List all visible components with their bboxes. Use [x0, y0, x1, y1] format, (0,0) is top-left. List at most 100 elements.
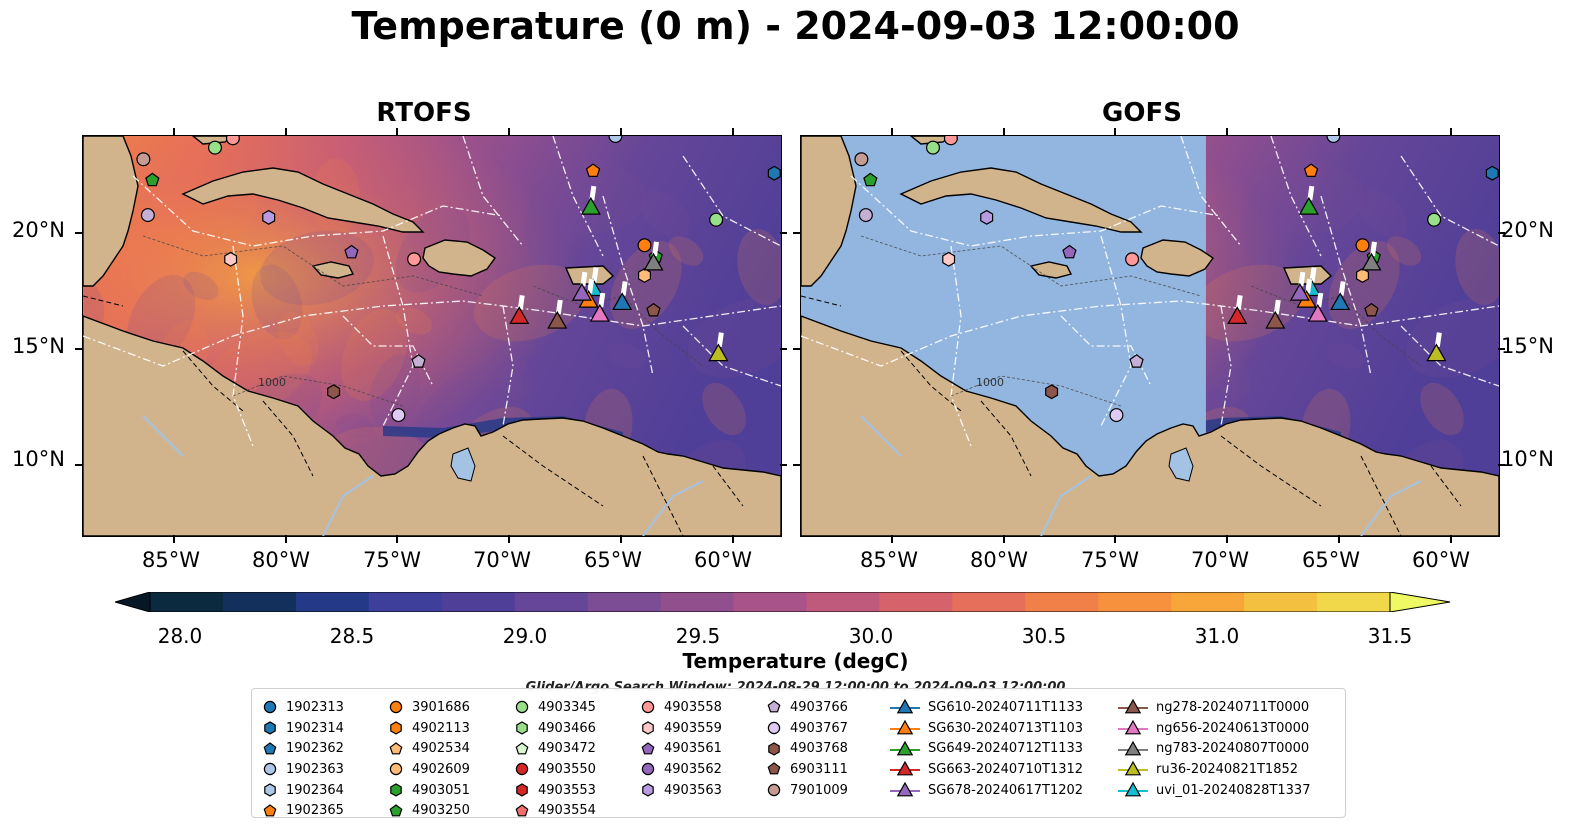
legend-symbol	[767, 762, 781, 775]
glider-track	[1273, 299, 1281, 315]
legend-label: 4903345	[538, 699, 596, 715]
land-yucatan	[83, 136, 139, 287]
tick-mark	[890, 535, 893, 543]
legend-label: 4903561	[664, 741, 722, 757]
legend-column: 4903766 4903767 4903768 6903111 7901009	[766, 697, 848, 800]
legend-label: 4902113	[412, 720, 470, 736]
legend-label: SG630-20240713T1103	[928, 720, 1084, 736]
legend-item: SG649-20240712T1133	[890, 738, 1083, 759]
colorbar-segment	[660, 592, 735, 612]
glider-track	[652, 241, 659, 257]
colorbar-segment	[1317, 592, 1391, 612]
legend-item: 4903562	[640, 759, 722, 780]
lon-label-75w-left: 75°W	[363, 548, 421, 572]
legend-item: 4903559	[640, 718, 722, 739]
tick-mark	[1338, 535, 1341, 543]
legend-symbol	[390, 721, 402, 735]
legend-symbol	[515, 701, 529, 714]
legend-triangle	[896, 740, 914, 756]
lat-label-20n-right: 20°N	[1501, 218, 1554, 242]
legend-symbol	[767, 700, 781, 713]
glider-marker	[1289, 282, 1310, 301]
glider-marker	[580, 196, 601, 215]
argo-float-marker	[980, 209, 994, 225]
legend-label: 4903553	[538, 782, 596, 798]
eez-boundary	[1060, 315, 1152, 387]
legend-triangle	[1124, 699, 1142, 714]
legend-label: ng783-20240807T0000	[1156, 741, 1310, 757]
legend-item: 4903553	[514, 780, 596, 801]
colorbar-tick: 31.5	[1367, 624, 1413, 648]
glider-marker	[571, 282, 592, 301]
legend-symbol	[515, 741, 529, 755]
legend-item: SG630-20240713T1103	[890, 718, 1083, 739]
eez-boundary	[342, 315, 434, 387]
glider-marker	[1307, 303, 1328, 322]
legend-item: ng783-20240807T0000	[1118, 738, 1310, 759]
tick-mark	[780, 231, 787, 234]
legend-label: 4903250	[412, 803, 470, 819]
legend-item: SG663-20240710T1312	[890, 759, 1083, 780]
colorbar-under-extension	[115, 592, 151, 612]
glider-track	[1434, 332, 1442, 347]
colorbar-segment	[587, 592, 662, 612]
legend-column: ng278-20240711T0000 ng656-20240613T0000 ng…	[1118, 697, 1310, 800]
tick-mark	[508, 535, 511, 543]
lon-label-65w-left: 65°W	[584, 548, 642, 572]
glider-marker	[547, 310, 568, 329]
colorbar-tick: 30.0	[848, 624, 894, 648]
argo-float-marker	[1355, 238, 1370, 253]
glider-track	[1307, 185, 1315, 201]
legend-triangle	[896, 781, 914, 797]
legend-item: ng656-20240613T0000	[1118, 718, 1310, 739]
argo-float-marker	[1364, 302, 1379, 317]
legend-item: SG678-20240617T1202	[890, 780, 1083, 801]
argo-float-marker	[207, 140, 222, 155]
eez-boundary	[602, 195, 654, 377]
glider-track	[589, 185, 597, 201]
land-jamaica	[311, 261, 355, 279]
legend-item: 1902364	[262, 780, 344, 801]
legend-triangle	[896, 719, 914, 735]
glider-marker	[1330, 292, 1351, 311]
eez-boundary	[132, 175, 504, 247]
legend-label: 4903051	[412, 782, 470, 798]
colorbar-tick: 29.0	[502, 624, 548, 648]
argo-float-marker	[407, 252, 422, 267]
legend-triangle	[1124, 781, 1142, 797]
colorbar-segment	[1171, 592, 1245, 612]
argo-float-marker	[637, 238, 652, 253]
eez-boundary	[950, 245, 972, 447]
legend-label: 1902362	[286, 741, 344, 757]
legend-marker-icon	[890, 719, 920, 735]
legend-symbol	[642, 783, 654, 797]
legend-label: 4902534	[412, 741, 470, 757]
legend-item: ng278-20240711T0000	[1118, 697, 1310, 718]
legend-marker-icon	[767, 783, 781, 797]
land-puertoRico	[1282, 265, 1333, 285]
legend-symbol	[264, 783, 276, 797]
eez-boundary	[850, 175, 1222, 247]
legend-marker-icon	[890, 781, 920, 797]
eez-boundary	[83, 300, 781, 367]
tick-mark	[793, 464, 800, 467]
legend-triangle	[896, 761, 914, 776]
argo-float-marker	[224, 251, 238, 267]
glider-marker	[509, 306, 530, 324]
colorbar-segment	[441, 592, 516, 612]
argo-float-marker	[925, 140, 940, 155]
tick-mark	[284, 128, 287, 135]
tick-mark	[1114, 535, 1117, 543]
tick-mark	[1226, 128, 1229, 135]
legend-item: 1902363	[262, 759, 344, 780]
tick-mark	[1002, 128, 1005, 135]
legend-triangle	[896, 699, 914, 714]
legend-marker-icon	[264, 721, 276, 735]
legend-marker-icon	[767, 700, 781, 713]
argo-float-marker	[943, 136, 958, 146]
tick-mark	[620, 535, 623, 543]
legend-symbol	[767, 721, 781, 735]
legend-label: ng278-20240711T0000	[1156, 699, 1310, 715]
legend-label: 1902313	[286, 699, 344, 715]
colorbar-segment	[368, 592, 443, 612]
